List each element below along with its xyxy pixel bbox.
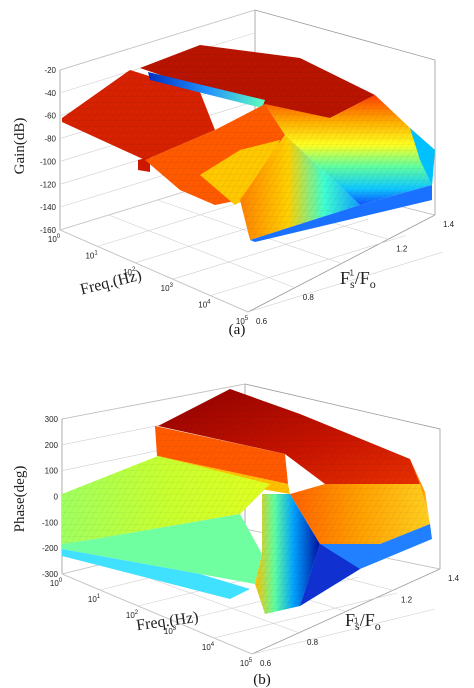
x-tick-label: 102: [126, 610, 139, 620]
x-tick-labels: 100 101 102 103 104 105: [48, 234, 249, 326]
z-tick-label: -60: [44, 112, 56, 121]
y-axis-label: Fs/Fo: [340, 268, 376, 291]
y-tick-label: 1: [354, 617, 359, 626]
z-tick-label: -40: [44, 89, 56, 98]
x-grid-line: [213, 592, 398, 639]
y-tick-label: 1.4: [448, 574, 460, 583]
z-grid-line: [61, 383, 246, 420]
y-axis-label-sub1: s: [350, 277, 355, 291]
z-tick-label: -100: [42, 518, 59, 527]
y-axis-label-slash: /F: [360, 610, 375, 630]
x-tick-label: 102: [123, 267, 136, 277]
panel-caption: (a): [229, 322, 246, 338]
gain-surface-plot: -20-40-60-80-100-120-140-160 10010110210…: [12, 9, 455, 338]
z-tick-label: 100: [45, 467, 59, 476]
y-axis-label-main: F: [340, 268, 350, 288]
z-axis-label: Gain(dB): [12, 118, 28, 175]
x-tick-label: 103: [161, 283, 174, 293]
x-grid-line: [251, 608, 436, 655]
y-tick-label: 0.8: [303, 293, 315, 302]
x-grid-line: [172, 218, 368, 280]
x-tick-label: 105: [240, 658, 253, 668]
z-tick-labels: -20 -40 -60 -80 -100 -120 -140 -160: [40, 66, 57, 235]
z-tick-label: -140: [40, 203, 57, 212]
y-tick-label: 1.2: [401, 595, 413, 604]
y-grid-line: [59, 229, 249, 313]
z-tick-label: 300: [45, 415, 59, 424]
x-tick-label: 100: [50, 578, 63, 588]
x-tick-labels: 100 101 102 103 104 105: [50, 578, 253, 668]
y-axis-label-slash: /F: [355, 268, 370, 288]
z-tick-label: -120: [40, 180, 57, 189]
y-axis-label-sub1: s: [355, 619, 360, 633]
x-tick-label: 103: [164, 626, 177, 636]
z-tick-label: -80: [44, 135, 56, 144]
y-axis-label: Fs/Fo: [345, 610, 381, 633]
y-tick-label: 1.2: [396, 244, 408, 253]
x-tick-label: 104: [198, 300, 211, 310]
y-tick-label: 1: [350, 269, 355, 278]
panel-caption: (b): [253, 672, 271, 688]
y-tick-labels: 0.6 0.8 1 1.2 1.4: [260, 574, 460, 668]
z-tick-label: 0: [54, 493, 59, 502]
x-axis-label: Freq.(Hz): [78, 267, 143, 299]
x-grid-line: [247, 251, 444, 313]
z-tick-label: -100: [40, 157, 57, 166]
x-tick-label: 104: [202, 642, 215, 652]
y-grid-line: [61, 573, 253, 655]
y-tick-label: 1.4: [443, 220, 455, 229]
y-axis-label-main: F: [345, 610, 355, 630]
y-axis-label-sub2: o: [370, 277, 376, 291]
y-tick-label: 0.8: [307, 638, 319, 647]
x-tick-label: 101: [85, 250, 98, 260]
z-tick-label: -200: [42, 544, 59, 553]
x-tick-label: 105: [236, 316, 249, 326]
x-tick-label: 100: [48, 234, 61, 244]
y-tick-labels: 0.6 0.8 1 1.2 1.4: [256, 220, 455, 326]
y-tick-label: 0.6: [256, 317, 268, 326]
z-tick-labels: 300 200 100 0 -100 -200 -300: [42, 415, 59, 579]
z-tick-label: -160: [40, 226, 57, 235]
z-tick-label: -300: [42, 570, 59, 579]
x-tick-label: 101: [88, 594, 101, 604]
z-grid-line: [61, 432, 246, 471]
gain-surface: [62, 45, 435, 242]
z-axis-label: Phase(deg): [12, 466, 28, 533]
y-grid-line: [108, 214, 295, 289]
z-tick-label: 200: [45, 441, 59, 450]
z-tick-label: -20: [44, 66, 56, 75]
phase-surface: [62, 389, 432, 614]
y-tick-label: 0.6: [260, 659, 272, 668]
phase-surface-panel: 300 200 100 0 -100 -200 -300 100 101 102 103 104 10…: [0, 344, 474, 688]
gain-surface-panel: -20 -40 -60 -80 -100 -120 -140 -160 100 101 102 10…: [0, 0, 474, 340]
x-grid-line: [210, 235, 406, 296]
z-grid-line: [59, 9, 256, 71]
y-axis-label-sub2: o: [375, 619, 381, 633]
